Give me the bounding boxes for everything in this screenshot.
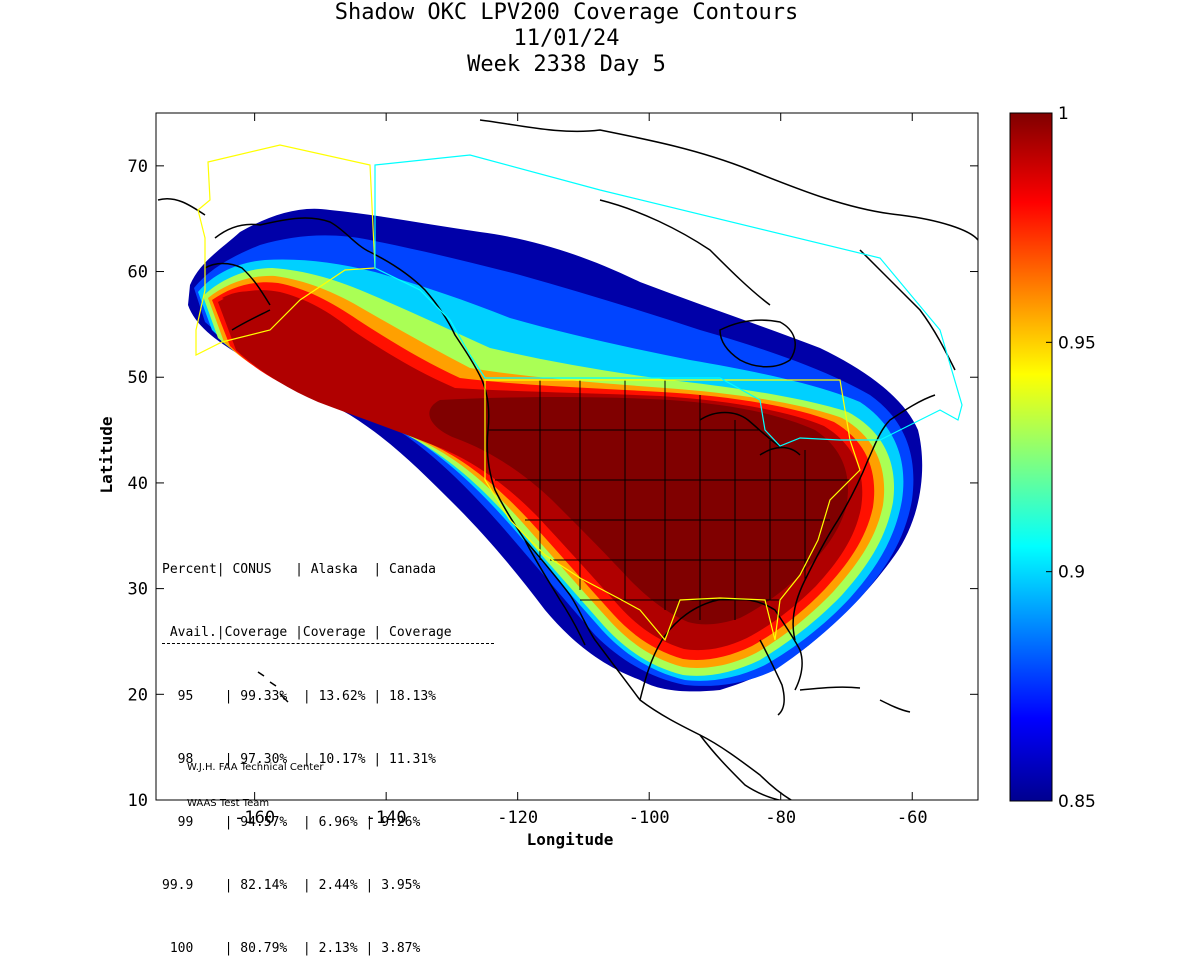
stats-alaska: 10.17% xyxy=(318,752,366,767)
coast-hudson xyxy=(719,319,796,368)
stats-header-coverage-conus: Coverage xyxy=(224,625,288,640)
stats-conus: 82.14% xyxy=(240,878,288,893)
coast-arctic xyxy=(479,119,978,371)
stats-alaska: 6.96% xyxy=(318,815,358,830)
stats-header-percent: Percent xyxy=(162,562,217,577)
x-tick-label: -100 xyxy=(629,808,670,828)
x-tick-label: -140 xyxy=(366,808,407,828)
y-tick-label: 40 xyxy=(128,474,148,494)
coastlines xyxy=(157,119,978,800)
title-line-2: 11/01/24 xyxy=(513,26,620,51)
stats-percent: 100 xyxy=(169,941,194,956)
stats-header-coverage-canada: Coverage xyxy=(389,625,452,640)
credit-line-1: W.J.H. FAA Technical Center xyxy=(187,762,324,773)
coast-atlantic xyxy=(792,394,936,641)
stats-percent: 95 xyxy=(177,689,194,704)
contour-alaska-core xyxy=(222,291,333,336)
stats-canada: 3.95% xyxy=(381,878,421,893)
stats-header-row-1: Percent| CONUS | Alaska | Canada xyxy=(162,562,436,577)
coast-alaska xyxy=(157,198,371,331)
y-tick-label: 20 xyxy=(128,685,148,705)
y-axis: 10 20 30 40 50 60 70 xyxy=(128,157,978,811)
contour-100-inner xyxy=(429,397,848,625)
boundary-alaska xyxy=(195,144,376,356)
stats-alaska: 13.62% xyxy=(318,689,366,704)
stats-row: 98 | 97.30% | 10.17% | 11.31% xyxy=(177,752,436,767)
stats-percent: 99.9 xyxy=(162,878,194,893)
coast-hawaii xyxy=(257,671,289,703)
stats-header-coverage-alaska: Coverage xyxy=(302,625,366,640)
stats-canada: 11.31% xyxy=(389,752,436,767)
y-tick-label: 50 xyxy=(128,368,148,388)
coast-baja xyxy=(524,539,586,646)
colorbar xyxy=(1009,112,1053,802)
stats-row: 99.9 | 82.14% | 2.44% | 3.95% xyxy=(162,878,421,893)
stats-percent: 99 xyxy=(177,815,194,830)
stats-header-canada: Canada xyxy=(389,562,436,577)
stats-canada: 9.26% xyxy=(381,815,421,830)
colorbar-tick-label: 0.9 xyxy=(1058,563,1085,583)
stats-row: 100 | 80.79% | 2.13% | 3.87% xyxy=(169,941,421,956)
y-tick-label: 10 xyxy=(128,791,148,811)
coast-florida xyxy=(759,639,785,716)
service-boundaries xyxy=(195,144,963,642)
colorbar-tick-label: 0.95 xyxy=(1058,333,1096,353)
stats-conus: 99.33% xyxy=(240,689,288,704)
stats-percent: 98 xyxy=(177,752,194,767)
stats-header-row-2: Avail.|Coverage |Coverage | Coverage xyxy=(162,622,494,644)
x-tick-label: -80 xyxy=(765,808,796,828)
x-tick-label: -160 xyxy=(234,808,275,828)
coast-greatlakes xyxy=(699,411,801,456)
stats-row: 99 | 94.57% | 6.96% | 9.26% xyxy=(177,815,421,830)
map-figure: -160 -140 -120 -100 -80 -60 10 20 30 40 50 60 70 Lo… xyxy=(97,104,1096,849)
y-tick-label: 60 xyxy=(128,263,148,283)
title-block: Shadow OKC LPV200 Coverage Contours 11/0… xyxy=(0,0,1133,78)
x-tick-label: -120 xyxy=(497,808,538,828)
credit-line-2: WAAS Test Team xyxy=(187,798,270,809)
stats-row: 95 | 99.33% | 13.62% | 18.13% xyxy=(177,689,436,704)
colorbar-ticks: 1 0.95 0.9 0.85 xyxy=(1046,104,1096,812)
stats-conus: 80.79% xyxy=(240,941,288,956)
credit-block: W.J.H. FAA Technical Center WAAS Test Te… xyxy=(187,738,323,822)
stats-conus: 94.57% xyxy=(240,815,288,830)
colorbar-tick-label: 0.85 xyxy=(1058,792,1096,812)
coast-caribbean xyxy=(799,686,911,713)
x-axis-label: Longitude xyxy=(527,830,614,849)
boundary-canada xyxy=(374,154,963,447)
stats-canada: 3.87% xyxy=(381,941,421,956)
stats-header-alaska: Alaska xyxy=(310,562,358,577)
y-tick-label: 70 xyxy=(128,157,148,177)
y-axis-label: Latitude xyxy=(97,416,116,493)
y-tick-label: 30 xyxy=(128,580,148,600)
coast-centralamerica xyxy=(699,734,783,800)
x-tick-label: -60 xyxy=(897,808,928,828)
x-axis: -160 -140 -120 -100 -80 -60 xyxy=(234,113,928,828)
stats-header-conus: CONUS xyxy=(232,562,272,577)
stats-table: Percent| CONUS | Alaska | Canada Avail.|… xyxy=(162,517,494,980)
colorbar-tick-label: 1 xyxy=(1058,104,1069,124)
boundary-conus xyxy=(484,379,861,642)
title-line-3: Week 2338 Day 5 xyxy=(467,52,666,77)
stats-alaska: 2.44% xyxy=(318,878,358,893)
stats-header-avail: Avail. xyxy=(169,625,217,640)
title-line-1: Shadow OKC LPV200 Coverage Contours xyxy=(334,0,799,25)
stats-canada: 18.13% xyxy=(389,689,436,704)
stats-alaska: 2.13% xyxy=(318,941,358,956)
stats-conus: 97.30% xyxy=(240,752,288,767)
